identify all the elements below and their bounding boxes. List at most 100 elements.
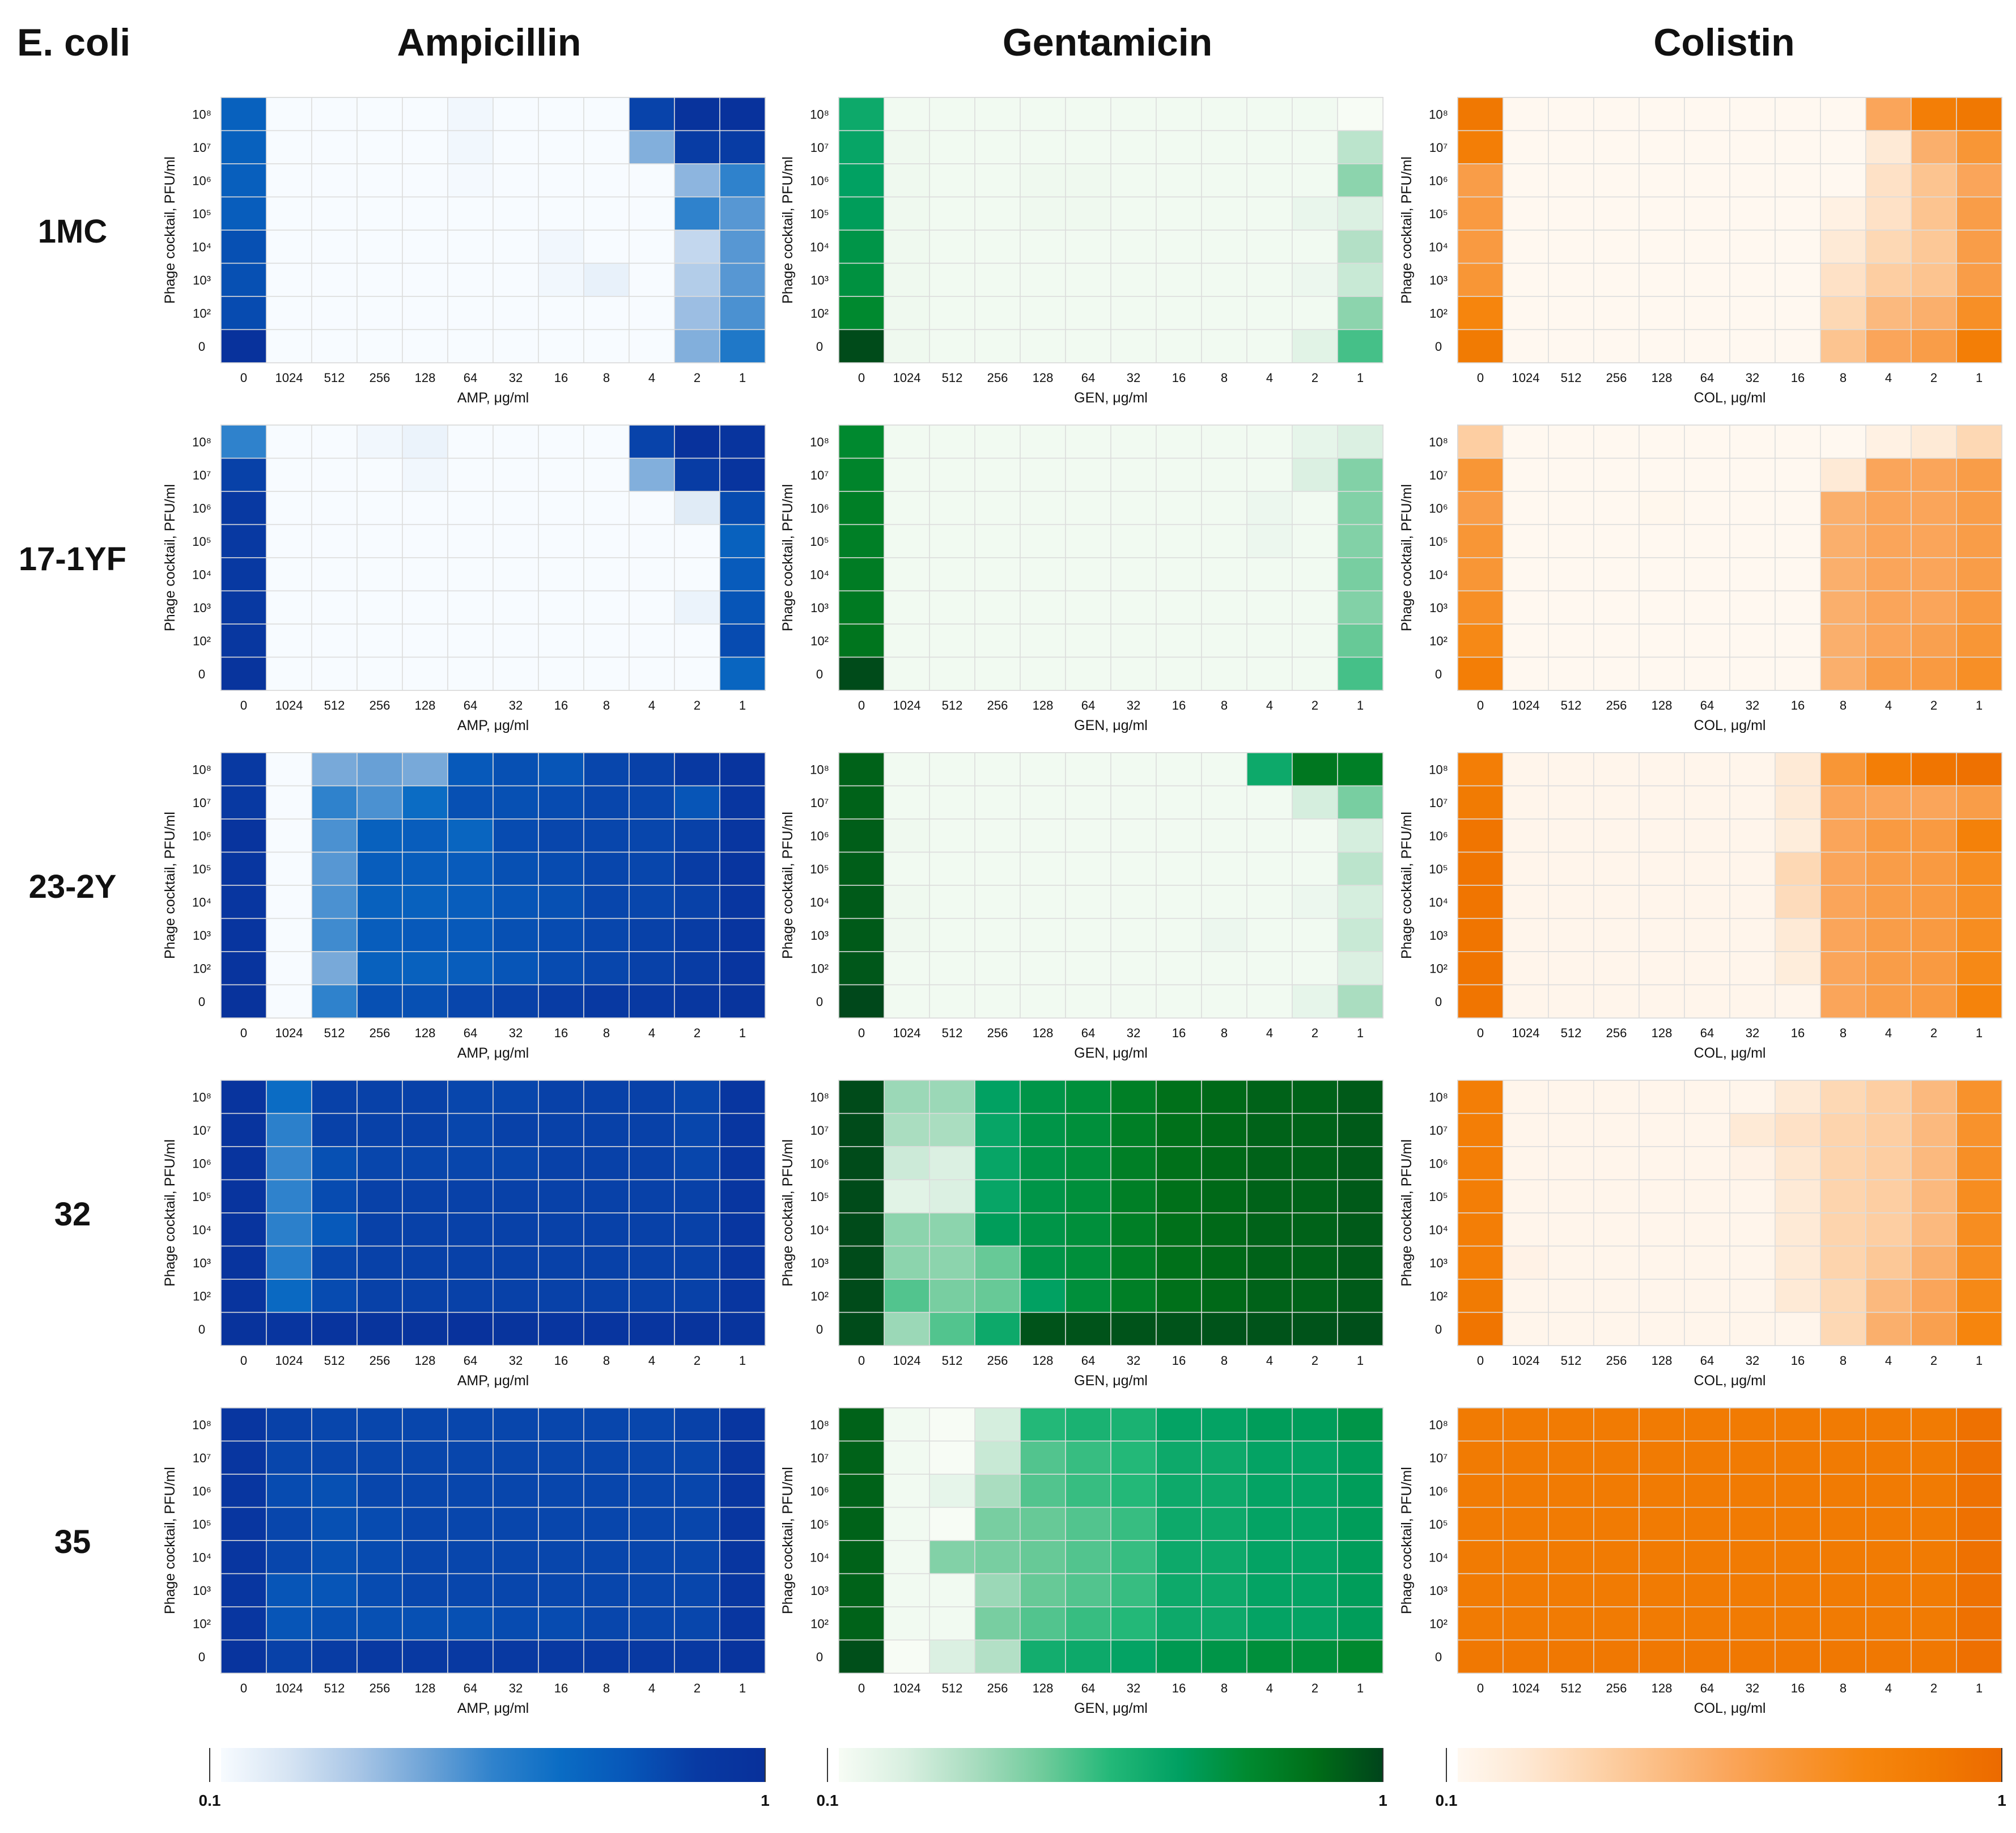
heatmap-cell: [1775, 623, 1821, 658]
heatmap-cell: [674, 785, 720, 820]
heatmap-cell: [1729, 1540, 1776, 1575]
heatmap-cell: [838, 1440, 885, 1475]
heatmap-cell: [493, 557, 539, 592]
heatmap-cell: [1503, 818, 1549, 853]
heatmap-cell: [719, 1080, 766, 1114]
y-tick-label: 10⁷: [1429, 468, 1448, 482]
heatmap-cell: [1548, 196, 1594, 231]
heatmap-cell: [629, 656, 675, 691]
heatmap-cell: [1201, 785, 1247, 820]
heatmap-cell: [1065, 425, 1111, 459]
heatmap-cell: [1110, 1179, 1157, 1213]
heatmap-cell: [974, 1507, 1021, 1541]
x-tick-label: 32: [1746, 371, 1759, 385]
heatmap-cell: [1337, 329, 1383, 363]
heatmap-cell: [356, 1474, 403, 1508]
x-tick-label: 4: [1266, 1681, 1273, 1695]
heatmap-cell: [1684, 1312, 1730, 1346]
heatmap-cell: [1201, 1146, 1247, 1181]
y-tick-label: 10⁸: [1429, 1418, 1448, 1432]
heatmap-cell: [1684, 130, 1730, 164]
heatmap-cell: [311, 130, 358, 164]
heatmap-cell: [1246, 918, 1293, 952]
heatmap-cell: [1729, 1080, 1776, 1114]
heatmap-cell: [1065, 785, 1111, 820]
heatmap-cell: [1292, 818, 1338, 853]
heatmap-cell: [447, 163, 494, 198]
heatmap-cell: [1110, 984, 1157, 1019]
y-tick-label: 10⁷: [193, 1123, 211, 1138]
heatmap-cell: [1020, 1146, 1066, 1181]
colorbar-max-label: 1: [1997, 1792, 2006, 1809]
strain-label: 17-1YF: [19, 541, 126, 578]
heatmap-cell: [1110, 951, 1157, 986]
heatmap-cell: [629, 296, 675, 330]
heatmap-cell: [1956, 1245, 2002, 1280]
heatmap-cell: [538, 130, 584, 164]
heatmap-cell: [493, 1245, 539, 1280]
heatmap-cell: [1457, 1245, 1504, 1280]
heatmap-cell: [1684, 1279, 1730, 1313]
heatmap-cell: [674, 885, 720, 919]
heatmap-cell: [1775, 885, 1821, 919]
heatmap-cell: [493, 623, 539, 658]
x-tick-label: 1: [739, 371, 746, 385]
x-tick-label: 32: [1746, 698, 1759, 712]
heatmap-cell: [974, 1080, 1021, 1114]
heatmap-cell: [629, 163, 675, 198]
heatmap-cell: [1156, 851, 1202, 886]
heatmap-cell: [719, 230, 766, 264]
x-tick-label: 8: [1840, 698, 1847, 712]
heatmap-cell: [1292, 918, 1338, 952]
heatmap-cell: [220, 1245, 267, 1280]
heatmap-cell: [356, 590, 403, 625]
heatmap-cell: [583, 1440, 630, 1475]
heatmap-cell: [1639, 984, 1685, 1019]
heatmap-cell: [629, 1540, 675, 1575]
heatmap-cell: [1911, 590, 1957, 625]
x-tick-label: 4: [1885, 371, 1892, 385]
x-tick-label: 256: [987, 371, 1008, 385]
heatmap-cell: [674, 163, 720, 198]
heatmap-cell: [356, 557, 403, 592]
x-tick-label: 256: [987, 698, 1008, 712]
heatmap-cell: [1865, 1212, 1912, 1247]
x-tick-label: 512: [1561, 1026, 1582, 1040]
heatmap-cell: [311, 1113, 358, 1147]
y-tick-label: 10⁸: [1429, 1090, 1448, 1104]
heatmap-cell: [1337, 1639, 1383, 1674]
colorbar-max-label: 1: [1378, 1792, 1387, 1809]
heatmap-cell: [1065, 590, 1111, 625]
heatmap-cell: [220, 557, 267, 592]
x-axis-label: AMP, μg/ml: [457, 718, 529, 733]
y-tick-label: 0: [1435, 995, 1442, 1009]
heatmap-cell: [266, 1573, 312, 1607]
heatmap-cell: [1065, 885, 1111, 919]
heatmap-cell: [1110, 1245, 1157, 1280]
y-axis-label: Phage cocktail, PFU/ml: [162, 1139, 178, 1287]
heatmap-cell: [1548, 1245, 1594, 1280]
heatmap-cell: [1457, 1606, 1504, 1641]
heatmap-cell: [1156, 951, 1202, 986]
heatmap-cell: [538, 457, 584, 492]
heatmap-cell: [929, 425, 975, 459]
heatmap-cell: [538, 656, 584, 691]
x-tick-label: 0: [240, 371, 247, 385]
heatmap-cell: [1246, 262, 1293, 297]
heatmap-cell: [356, 984, 403, 1019]
heatmap-cell: [266, 1639, 312, 1674]
heatmap-cell: [1292, 951, 1338, 986]
heatmap-cell: [1156, 1507, 1202, 1541]
heatmap-cell: [583, 1245, 630, 1280]
heatmap-cell: [1593, 230, 1640, 264]
y-tick-label: 10⁴: [192, 240, 211, 254]
heatmap-cell: [1593, 818, 1640, 853]
heatmap-cell: [266, 1440, 312, 1475]
heatmap-cell: [266, 1113, 312, 1147]
heatmap-cell: [1020, 1212, 1066, 1247]
heatmap-cell: [1548, 491, 1594, 525]
x-tick-label: 0: [858, 698, 865, 712]
heatmap-cell: [447, 296, 494, 330]
x-tick-label: 512: [1561, 698, 1582, 712]
